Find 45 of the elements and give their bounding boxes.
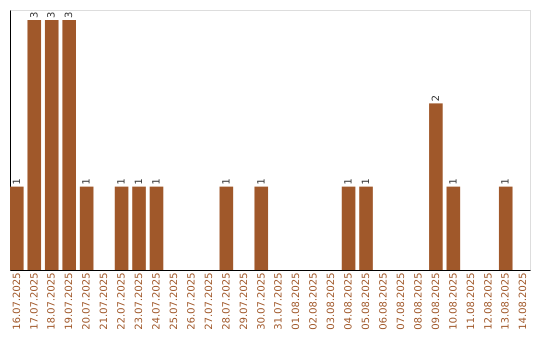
x-tick-label: 28.07.2025 — [221, 272, 232, 330]
x-tick-label: 07.08.2025 — [396, 272, 407, 330]
x-tick-label: 13.08.2025 — [500, 272, 512, 330]
x-tick-label: 08.08.2025 — [413, 272, 424, 330]
data-label: 1 — [361, 178, 372, 185]
x-tick-label: 17.07.2025 — [29, 272, 40, 330]
data-label: 3 — [64, 12, 76, 18]
x-tick-label: 31.07.2025 — [274, 272, 285, 330]
data-label: 1 — [344, 178, 355, 185]
data-label: 1 — [221, 178, 232, 185]
x-tick-label: 01.08.2025 — [291, 272, 302, 330]
data-label: 1 — [256, 178, 268, 185]
x-tick-label: 24.07.2025 — [152, 272, 162, 330]
x-tick-label: 26.07.2025 — [186, 272, 198, 330]
x-tick-label: 30.07.2025 — [256, 272, 268, 330]
data-label: 1 — [116, 178, 128, 185]
x-tick-label: 27.07.2025 — [204, 272, 215, 330]
data-label: 3 — [29, 12, 40, 18]
x-tick-label: 04.08.2025 — [344, 272, 355, 330]
x-tick-label: 20.07.2025 — [82, 272, 93, 330]
x-tick-label: 03.08.2025 — [326, 272, 338, 330]
data-label: 2 — [430, 94, 442, 102]
x-tick-label: 29.07.2025 — [238, 272, 250, 330]
data-label: 1 — [12, 178, 23, 185]
data-label: 1 — [134, 178, 146, 185]
x-tick-label: 05.08.2025 — [361, 272, 372, 330]
x-tick-label: 18.07.2025 — [46, 272, 58, 330]
x-tick-label: 22.07.2025 — [116, 272, 128, 330]
data-label: 3 — [46, 12, 58, 18]
x-tick-label: 02.08.2025 — [308, 272, 320, 330]
x-tick-label: 14.08.2025 — [518, 272, 530, 330]
data-label: 1 — [500, 178, 512, 185]
x-tick-label: 06.08.2025 — [378, 272, 390, 330]
x-tick-label: 19.07.2025 — [64, 272, 76, 330]
data-label: 1 — [82, 178, 93, 185]
x-tick-label: 09.08.2025 — [430, 272, 442, 330]
x-tick-label: 25.07.2025 — [168, 272, 180, 330]
x-tick-label: 21.07.2025 — [99, 272, 110, 330]
x-tick-label: 16.07.2025 — [12, 272, 23, 330]
data-label: 1 — [448, 178, 460, 185]
data-label: 1 — [152, 178, 162, 185]
x-tick-label: 23.07.2025 — [134, 272, 146, 330]
x-tick-label: 11.08.2025 — [466, 272, 477, 330]
x-tick-label: 10.08.2025 — [448, 272, 460, 330]
x-tick-label: 12.08.2025 — [483, 272, 494, 330]
